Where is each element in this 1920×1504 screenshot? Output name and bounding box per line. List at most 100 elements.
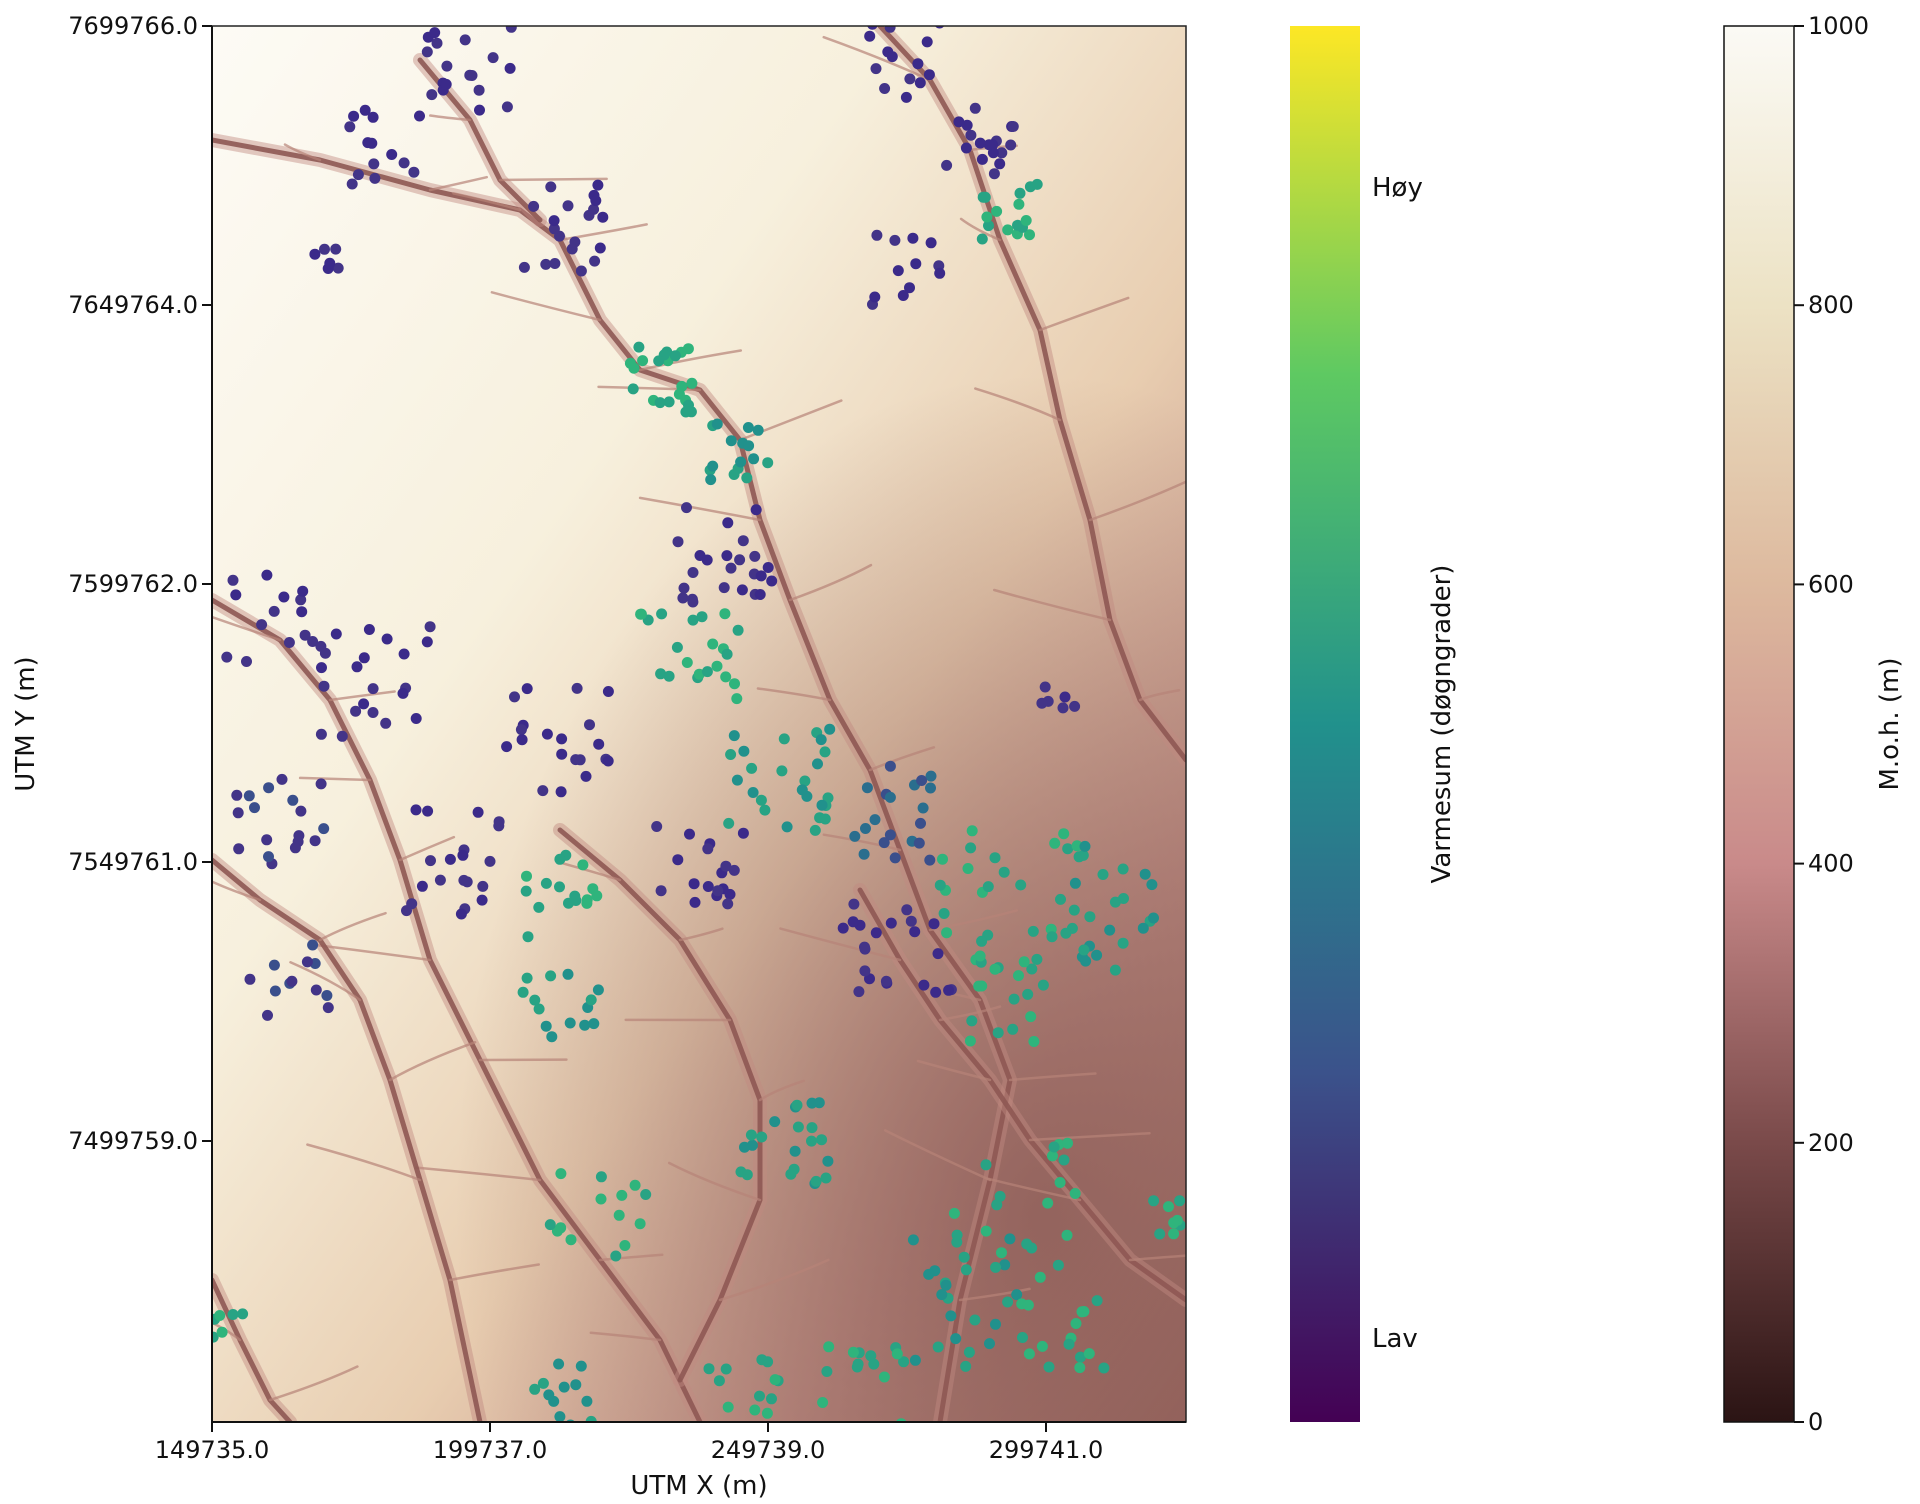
temperature-point (330, 243, 342, 255)
temperature-point (731, 774, 743, 786)
temperature-point (778, 733, 790, 745)
temperature-point (791, 1099, 803, 1111)
temperature-point (237, 1308, 249, 1320)
tributary-line (388, 1040, 477, 1082)
temperature-point (558, 1381, 570, 1393)
temperature-point (976, 153, 988, 165)
temperature-point (810, 1175, 822, 1187)
temperature-point (965, 129, 977, 141)
temperature-point (594, 242, 606, 254)
temperature-point (537, 785, 549, 797)
temperature-point (1017, 1332, 1028, 1343)
temperature-point (263, 851, 274, 863)
temperature-point (983, 139, 995, 151)
temperature-point (681, 502, 692, 514)
temperature-point (1008, 993, 1020, 1005)
temperature-point (597, 211, 609, 223)
temperature-point (307, 939, 319, 951)
temperature-point (886, 51, 898, 63)
temperature-point (540, 1020, 552, 1032)
temperature-point (759, 804, 771, 816)
temperature-point (918, 979, 930, 991)
temperature-point (654, 397, 666, 409)
temperature-point (592, 984, 604, 996)
temperature-point (755, 794, 767, 806)
temperature-point (687, 614, 699, 626)
temperature-point (426, 89, 438, 101)
temperature-point (522, 931, 534, 943)
temperature-point (315, 640, 327, 652)
temperature-point (892, 265, 904, 277)
temperature-point (1091, 949, 1103, 961)
temperature-point (953, 116, 965, 128)
temperature-point (517, 986, 529, 998)
tributary-line (212, 880, 262, 902)
temperature-point (515, 724, 527, 736)
temperature-point (1075, 1351, 1086, 1363)
temperature-point (703, 1363, 715, 1375)
tributary-line (498, 177, 608, 182)
temperature-point (745, 1129, 757, 1141)
temperature-point (739, 1141, 750, 1153)
y-tick-label: 7699766.0 (68, 12, 198, 40)
temperature-point (301, 956, 313, 968)
temperature-point (591, 890, 603, 902)
temperature-point (789, 1145, 801, 1157)
temperature-point (934, 267, 946, 279)
temperature-point (1043, 1361, 1055, 1373)
temperature-point (990, 1261, 1002, 1273)
temperature-point (592, 179, 604, 191)
temperature-point (981, 211, 993, 223)
temperature-point (529, 1383, 541, 1395)
temperature-point (749, 550, 761, 562)
temperature-point (725, 749, 737, 760)
tributary-line (779, 927, 902, 962)
x-tick-label: 199737.0 (433, 1436, 548, 1464)
temperature-point (501, 101, 513, 113)
temperature-point (909, 926, 921, 938)
tributary-line (959, 217, 1002, 242)
river-line (877, 26, 1186, 763)
temperature-point (720, 1363, 732, 1375)
temperature-point (575, 1360, 587, 1372)
temperature-point (410, 804, 422, 816)
temperature-point (1031, 953, 1043, 965)
temperature-point (521, 683, 533, 695)
temperature-point (720, 671, 732, 683)
temperature-point (741, 472, 753, 484)
temperature-point (1024, 229, 1035, 241)
temperature-point (352, 169, 364, 181)
temperature-low-label: Lav (1372, 1324, 1418, 1354)
temperature-point (663, 670, 675, 682)
temperature-point (889, 234, 901, 246)
temperature-point (416, 880, 428, 892)
temperature-point (562, 968, 574, 980)
tributary-line (212, 615, 282, 642)
temperature-point (1005, 139, 1017, 151)
temperature-point (563, 897, 574, 909)
temperature-point (898, 1356, 910, 1368)
temperature-point (869, 814, 881, 826)
temperature-point (546, 1031, 558, 1043)
temperature-point (889, 852, 901, 864)
temperature-point (564, 1017, 576, 1029)
temperature-point (1007, 121, 1019, 132)
temperature-point (348, 110, 360, 122)
temperature-point (736, 584, 748, 596)
temperature-point (806, 1097, 818, 1109)
temperature-point (221, 651, 233, 663)
temperature-point (472, 806, 484, 818)
temperature-point (1011, 1289, 1023, 1301)
temperature-point (554, 1411, 566, 1422)
temperature-point (702, 881, 714, 892)
temperature-point (580, 770, 592, 782)
temperature-point (722, 517, 734, 529)
temperature-point (509, 691, 520, 703)
temperature-point (869, 291, 881, 303)
temperature-point (459, 34, 471, 46)
tributary-line (562, 862, 622, 882)
temperature-point (1069, 700, 1081, 712)
temperature-point (671, 641, 683, 653)
temperature-point (516, 734, 528, 746)
temperature-point (723, 817, 735, 829)
